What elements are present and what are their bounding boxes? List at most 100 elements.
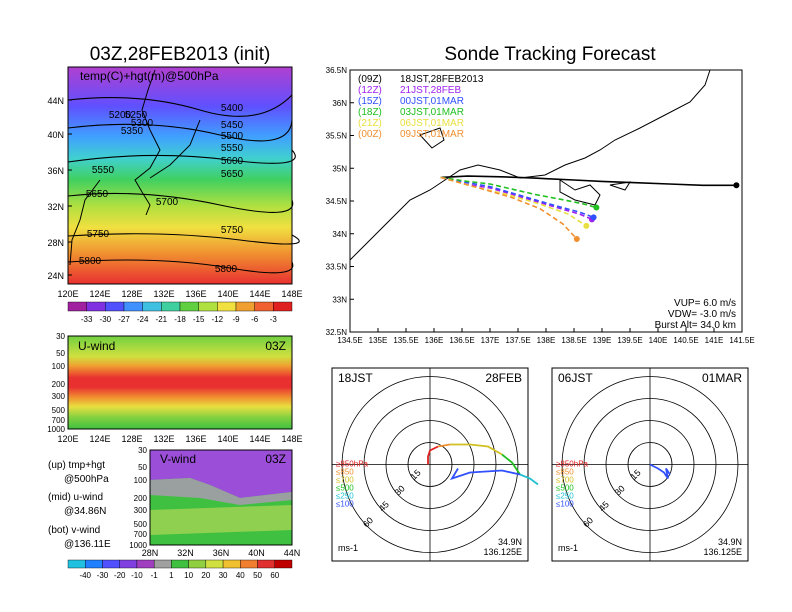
wind-colorbar-tick: -1 [151, 571, 159, 580]
track-line [440, 176, 593, 221]
hodograph-legend-item: ≤250 [336, 492, 354, 501]
temp-colorbar-tick: -12 [212, 315, 224, 324]
u-wind-lon-tick: 140E [217, 434, 238, 444]
u-wind-lon-tick: 120E [57, 434, 78, 444]
tracking-map: (09Z) 18JST,28FEB2013 (12Z) 21JST,28FEB (15Z… [326, 66, 755, 345]
legend-time: 00JST,01MAR [400, 96, 464, 107]
panel-note: (bot) v-wind [48, 525, 100, 536]
tracking-lon-tick: 138E [537, 336, 556, 345]
contour-label: 5550 [92, 165, 115, 176]
temp-colorbar-tick: -30 [100, 315, 112, 324]
contour-labels: 5200525053005350540054505500555056005650… [79, 103, 244, 275]
v-wind-pressure-tick: 30 [138, 446, 147, 455]
hodograph-trace [449, 468, 521, 481]
hodograph-lat: 34.9N [718, 537, 742, 547]
temperature-colorbar: -33 -30 -27 -24 -21 -18 -15 -12 -9 -6 -3 [67, 301, 293, 324]
legend-run: (18Z) [358, 107, 382, 118]
upper-lon-tick-label: 124E [89, 289, 110, 299]
hodograph-legend-item: ≤700 [556, 476, 574, 485]
temp-colorbar-cell [161, 301, 181, 312]
tracking-lat-tick: 36.5N [326, 66, 348, 75]
wind-colorbar-tick: -10 [131, 571, 143, 580]
panel-note: (up) tmp+hgt [48, 460, 105, 471]
upper-lat-tick-label: 40N [47, 130, 64, 140]
legend-time: 09JST,01MAR [400, 129, 464, 140]
upper-lon-tick-label: 144E [249, 289, 270, 299]
wind-colorbar-tick: 60 [270, 571, 279, 580]
wind-colorbar-cell [222, 559, 241, 569]
u-wind-pressure-tick: 200 [52, 380, 66, 389]
legend-time: 03JST,01MAR [400, 107, 464, 118]
hodograph-legend-item: ≤700 [336, 476, 354, 485]
contour-label: 5450 [221, 120, 244, 131]
v-wind-lat-tick: 40N [248, 548, 265, 558]
v-wind-negative-area [150, 450, 292, 498]
hodograph-legend-item: ≤250 [556, 492, 574, 501]
hodograph-legend-item: ≤100 [556, 500, 574, 509]
hodograph-unit: ms-1 [338, 543, 358, 553]
hodograph-legend-item: ≤500 [556, 484, 574, 493]
u-wind-pressure-tick: 1000 [47, 425, 65, 434]
temp-colorbar-tick: -9 [232, 315, 240, 324]
track-line [440, 176, 578, 240]
upper-lon-tick-label: 136E [185, 289, 206, 299]
hodograph-legend-item: ≤500 [336, 484, 354, 493]
hodograph-ring-label: 60 [581, 515, 595, 529]
v-wind-lat-tick: 36N [213, 548, 230, 558]
u-wind-frame [67, 335, 293, 430]
hodograph-ring-label: 30 [393, 483, 407, 497]
legend-time: 21JST,28FEB [400, 85, 461, 96]
tracking-lon-tick: 140E [649, 336, 668, 345]
hodograph-date: 01MAR [702, 371, 742, 385]
wind-colorbar-tick: 20 [201, 571, 210, 580]
tracking-lon-tick: 139E [593, 336, 612, 345]
track-line [440, 176, 594, 219]
tracking-lon-tick: 135.5E [393, 336, 418, 345]
temp-colorbar-cell [86, 301, 106, 312]
temp-colorbar-tick: -24 [137, 315, 149, 324]
legend-run: (12Z) [358, 85, 382, 96]
u-wind-lon-tick: 128E [121, 434, 142, 444]
u-wind-pressure-tick: 500 [52, 406, 66, 415]
wind-colorbar-cell [188, 559, 207, 569]
tracking-info-line: Burst Alt= 34.0 km [655, 320, 736, 331]
tracking-lon-tick: 137.5E [505, 336, 530, 345]
tracking-lon-tick: 141E [705, 336, 724, 345]
temp-colorbar-cell [254, 301, 274, 312]
upper-lat-tick-label: 32N [47, 202, 64, 212]
legend-time: 18JST,28FEB2013 [400, 74, 484, 85]
upper-lat-tick-label: 44N [47, 96, 64, 106]
hodograph-ring-label: 60 [361, 515, 375, 529]
contour-label: 5750 [221, 225, 244, 236]
temp-colorbar-cell [198, 301, 218, 312]
contour-label: 5200 [109, 110, 132, 121]
u-wind-pressure-tick: 100 [52, 362, 66, 371]
track-line [440, 175, 737, 187]
hodograph-ring-label: 30 [613, 483, 627, 497]
upper-lat-tick-label: 28N [47, 238, 64, 248]
v-wind-pressure-tick: 500 [134, 520, 148, 529]
height-contours [67, 94, 300, 274]
hodograph-lon: 136.125E [703, 547, 742, 557]
u-wind-lon-tick: 136E [185, 434, 206, 444]
tracking-lat-tick: 34.5N [326, 197, 348, 206]
hodograph-ring-label: 45 [597, 499, 611, 513]
wind-colorbar-cell [136, 559, 155, 569]
panel-note: @500hPa [64, 474, 109, 485]
wind-colorbar-cell [85, 559, 103, 569]
tracking-lat-tick: 35N [332, 164, 347, 173]
hodograph-legend-item: ≤100 [336, 500, 354, 509]
tracking-legend: (09Z) 18JST,28FEB2013 (12Z) 21JST,28FEB (15Z… [358, 74, 484, 140]
temp-colorbar-cell [105, 301, 125, 312]
contour-label: 5300 [131, 118, 154, 129]
contour-label: 5500 [221, 131, 244, 142]
tracking-info-line: VUP= 6.0 m/s [674, 298, 736, 309]
wind-colorbar-tick: -40 [79, 571, 91, 580]
u-wind-label: U-wind [78, 339, 115, 353]
hodograph-legend-item: ≤850 [556, 468, 574, 477]
upper-map-label: temp(C)+hgt(m)@500hPa [80, 69, 219, 83]
tracking-map-frame [349, 69, 743, 333]
